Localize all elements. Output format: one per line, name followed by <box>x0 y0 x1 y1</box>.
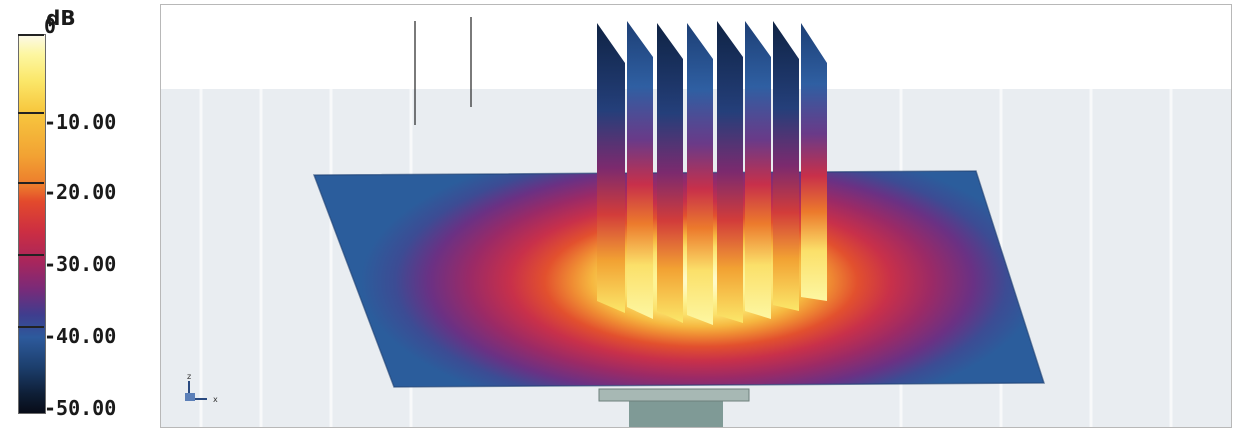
antenna-fin <box>657 23 683 323</box>
legend-tick-label: -10.00 <box>44 110 117 134</box>
antenna-fin <box>687 23 713 325</box>
legend-tick-mark <box>18 112 44 114</box>
field-plot-viewport[interactable]: z x <box>160 4 1232 428</box>
antenna-fin <box>627 21 653 319</box>
probe-lines <box>414 17 472 125</box>
legend-tick-mark <box>18 326 44 328</box>
pedestal-base <box>598 388 750 402</box>
antenna-fin <box>801 23 827 301</box>
legend-tick-label: -20.00 <box>44 180 117 204</box>
antenna-fin <box>597 23 625 313</box>
antenna-fin <box>717 21 743 323</box>
antenna-fin <box>745 21 771 319</box>
axes-triad: z x <box>185 372 218 404</box>
legend-tick-label: 0 <box>44 14 57 38</box>
pedestal-post <box>629 399 723 427</box>
legend-tick-mark <box>18 34 44 36</box>
axis-z-label: z <box>187 372 191 381</box>
legend-unit-label: dB <box>46 6 76 30</box>
legend-tick-label: -30.00 <box>44 252 117 276</box>
colorbar-gradient <box>18 34 46 414</box>
field-scene: z x <box>161 5 1231 427</box>
colorbar-legend: dB 0 -10.00 -20.00 -30.00 -40.00 -50.00 <box>0 0 160 432</box>
legend-tick-mark <box>18 182 44 184</box>
legend-tick-label: -40.00 <box>44 324 117 348</box>
antenna-fin <box>773 21 799 311</box>
legend-tick-mark <box>18 254 44 256</box>
legend-tick-label: -50.00 <box>44 396 117 420</box>
antenna-fin-array <box>597 21 827 325</box>
axis-x-label: x <box>213 395 218 404</box>
